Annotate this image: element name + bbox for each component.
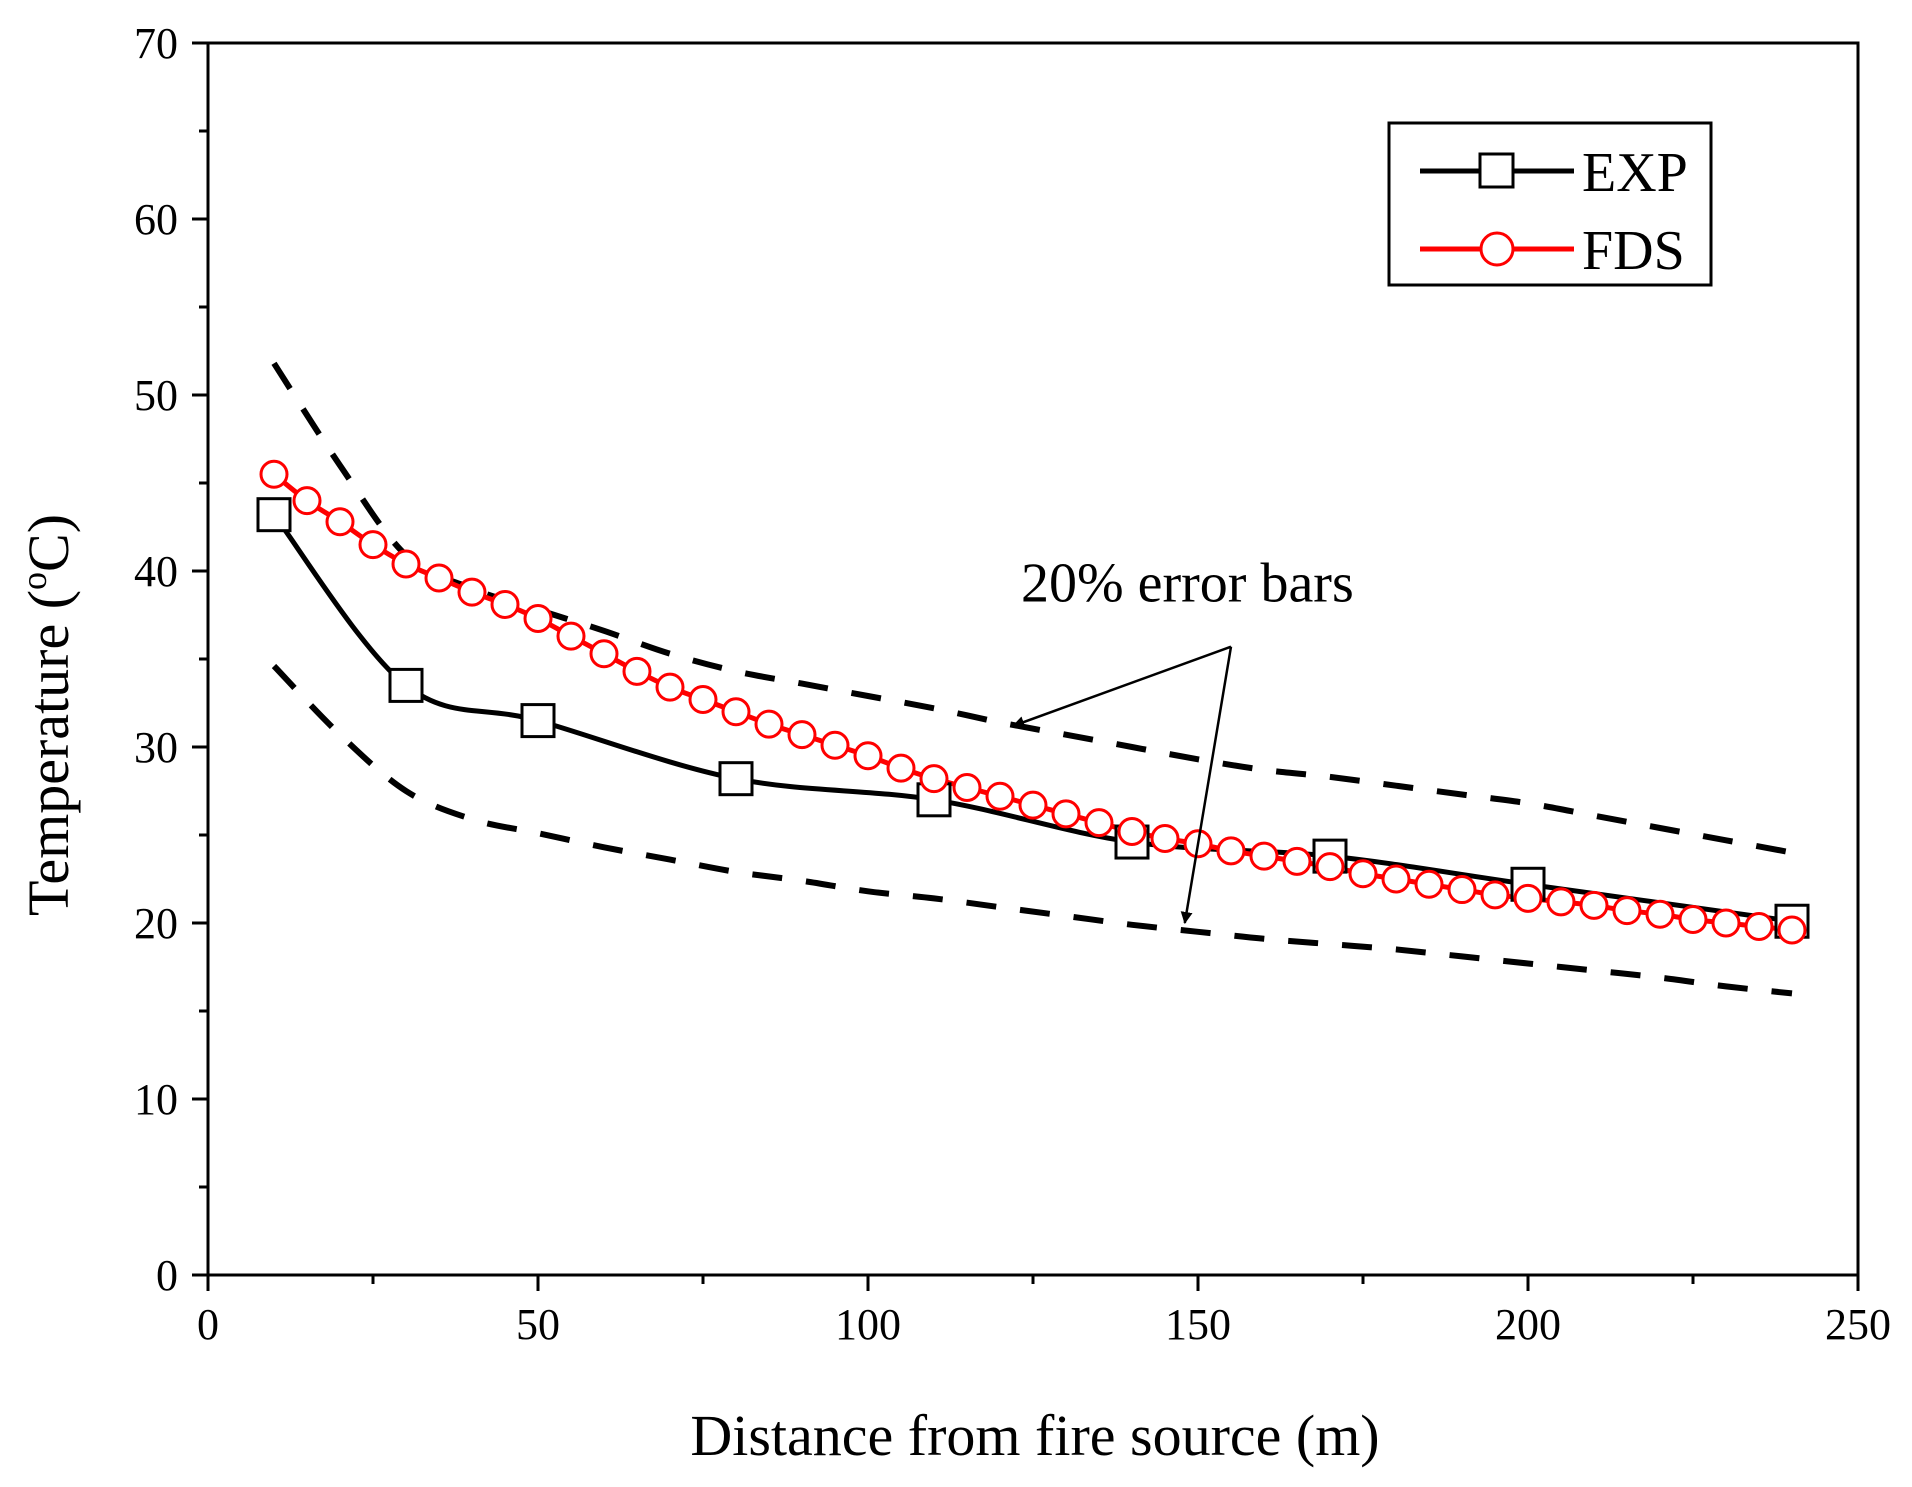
x-tick-label: 200 xyxy=(1495,1300,1561,1349)
fds-point xyxy=(1678,904,1708,934)
fds-point xyxy=(523,604,553,634)
fds-point xyxy=(1117,816,1147,846)
annotation-layer: 20% error bars xyxy=(1012,553,1354,924)
fds-point xyxy=(820,730,850,760)
fds-point xyxy=(1645,899,1675,929)
annotation-arrow xyxy=(1180,646,1233,924)
x-tick-label: 250 xyxy=(1825,1300,1891,1349)
annotation-arrow xyxy=(1012,645,1232,728)
fds-point xyxy=(259,459,289,489)
fds-point xyxy=(589,639,619,669)
fds-point xyxy=(1546,887,1576,917)
fds-point xyxy=(490,589,520,619)
fds-point xyxy=(1513,883,1543,913)
x-tick-label: 150 xyxy=(1165,1300,1231,1349)
legend-exp-marker xyxy=(1478,152,1515,189)
y-tick-label: 40 xyxy=(134,547,178,596)
fds-point xyxy=(1282,846,1312,876)
x-tick-label: 50 xyxy=(516,1300,560,1349)
fds-point xyxy=(1348,859,1378,889)
legend-fds-label: FDS xyxy=(1582,220,1685,282)
fds-point xyxy=(952,772,982,802)
fds-point xyxy=(1018,790,1048,820)
exp-point xyxy=(388,667,424,703)
fds-point xyxy=(1480,880,1510,910)
y-tick-label: 20 xyxy=(134,899,178,948)
exp-point xyxy=(520,703,556,739)
axes-layer: 0 50 100 150 200 250 0 10 20 30 40 50 60 70 xyxy=(134,19,1891,1349)
fds-point xyxy=(622,656,652,686)
error-bar-line xyxy=(271,663,1793,997)
y-tick-label: 50 xyxy=(134,371,178,420)
fds-point xyxy=(1084,808,1114,838)
y-axis-label-prefix: Temperature ( xyxy=(16,590,81,916)
fds-point xyxy=(1777,915,1807,945)
fds-point xyxy=(1249,841,1279,871)
legend-fds-marker xyxy=(1479,231,1515,267)
fds-point xyxy=(787,720,817,750)
x-tick-label: 100 xyxy=(835,1300,901,1349)
fds-point xyxy=(358,530,388,560)
fds-point xyxy=(985,781,1015,811)
fds-point xyxy=(853,741,883,771)
annotation-text: 20% error bars xyxy=(1021,553,1354,615)
fds-point xyxy=(391,549,421,579)
fds-point xyxy=(721,697,751,727)
fds-point xyxy=(424,563,454,593)
fds-point xyxy=(325,507,355,537)
fds-point xyxy=(1414,869,1444,899)
legend: EXP FDS xyxy=(1387,121,1713,287)
exp-point xyxy=(256,497,292,533)
fds-point xyxy=(1381,864,1411,894)
y-axis-label-suffix: C) xyxy=(16,514,81,572)
fds-point xyxy=(292,486,322,516)
y-axis-label-degree: o xyxy=(14,572,54,590)
fds-point xyxy=(655,672,685,702)
y-tick-label: 60 xyxy=(134,195,178,244)
fds-point xyxy=(457,577,487,607)
fds-point xyxy=(556,621,586,651)
fds-point xyxy=(919,764,949,794)
fds-point xyxy=(1579,890,1609,920)
x-axis-label: Distance from fire source (m) xyxy=(690,1403,1379,1468)
y-tick-label: 0 xyxy=(156,1251,178,1300)
fds-point xyxy=(1051,799,1081,829)
fds-point xyxy=(688,684,718,714)
y-axis-label: Temperature (oC) xyxy=(14,514,81,916)
x-tick-label: 0 xyxy=(197,1300,219,1349)
fds-point xyxy=(754,709,784,739)
series-layer xyxy=(256,361,1810,997)
legend-exp-label: EXP xyxy=(1582,142,1688,204)
fds-point xyxy=(1150,824,1180,854)
fds-point xyxy=(1612,896,1642,926)
exp-point xyxy=(718,761,754,797)
legend-box xyxy=(1387,121,1713,287)
y-tick-label: 10 xyxy=(134,1075,178,1124)
fds-point xyxy=(1216,836,1246,866)
fds-point xyxy=(1711,908,1741,938)
fds-point xyxy=(886,753,916,783)
fds-point xyxy=(1447,875,1477,905)
y-tick-label: 30 xyxy=(134,723,178,772)
fds-point xyxy=(1315,852,1345,882)
fds-point xyxy=(1744,912,1774,942)
y-tick-label: 70 xyxy=(134,19,178,68)
